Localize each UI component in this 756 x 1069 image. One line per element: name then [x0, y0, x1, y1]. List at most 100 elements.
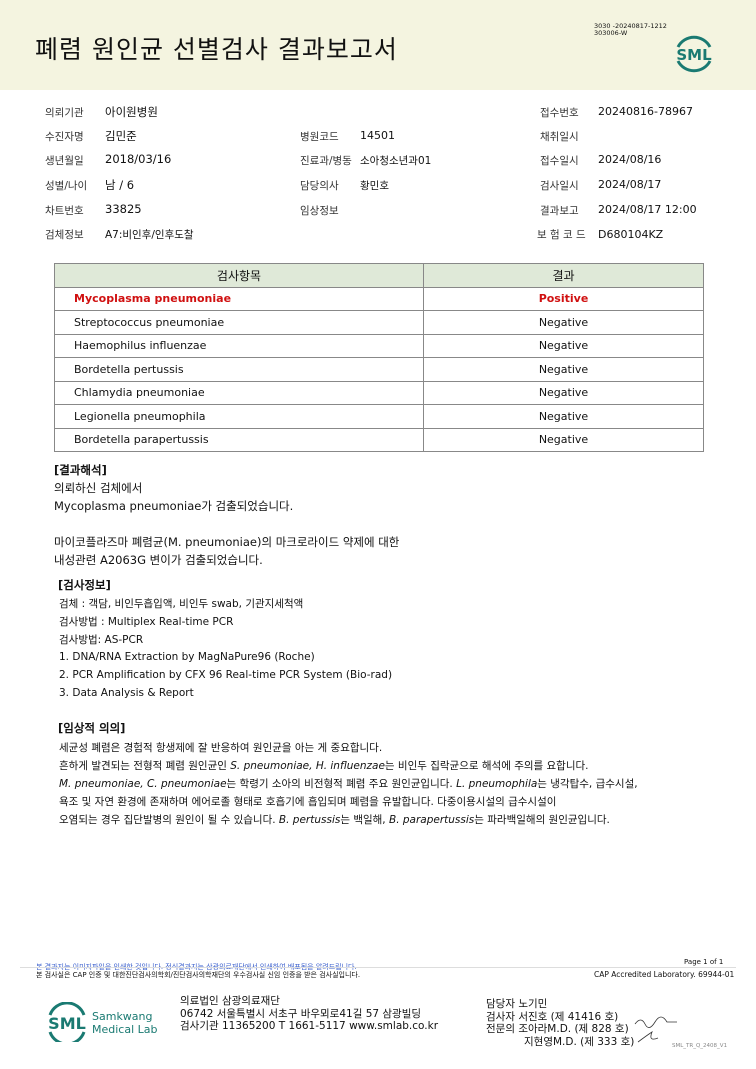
chart-label: 차트번호 [45, 205, 84, 217]
clinical-line: 세균성 폐렴은 경험적 항생제에 잘 반응하여 원인균을 아는 게 중요합니다. [59, 742, 383, 754]
lab-address: 의료법인 삼광의료재단 06742 서울특별시 서초구 바우뫼로41길 57 삼광… [180, 995, 438, 1033]
interpretation-heading: [결과해석] [54, 463, 107, 477]
report-header: 폐렴 원인균 선별검사 결과보고서 3030 -20240817-1212 303… [0, 0, 756, 90]
sml-logo-icon: SML [48, 1002, 86, 1042]
sml-logo-icon: SML [676, 35, 712, 73]
table-row: Streptococcus pneumoniae Negative [54, 310, 704, 335]
col-result: 결과 [423, 263, 704, 288]
lab-name: Samkwang Medical Lab [92, 1010, 158, 1036]
test-date-value: 2024/08/17 [598, 178, 662, 191]
table-header: 검사항목 결과 [54, 263, 704, 288]
table-row: Bordetella parapertussis Negative [54, 427, 704, 452]
text: 는 냉각탑수, 급수시설, [537, 778, 638, 790]
insurance-label: 보 험 코 드 [537, 229, 586, 241]
name-label: 수진자명 [45, 131, 84, 143]
table-row: Legionella pneumophila Negative [54, 404, 704, 429]
organism-name: S. pneumoniae, H. influenzae [230, 760, 385, 772]
staff-line: 전문의 조아라M.D. (제 828 호) [486, 1023, 629, 1035]
test-result: Negative [423, 357, 704, 382]
test-result: Negative [423, 310, 704, 335]
test-item: Mycoplasma pneumoniae [54, 286, 424, 311]
contact: 검사기관 11365200 T 1661-5117 www.smlab.co.k… [180, 1020, 439, 1032]
insurance-value: D680104KZ [598, 228, 664, 241]
signature-icon [634, 1016, 677, 1043]
test-item: Bordetella pertussis [54, 357, 424, 382]
table-row: Mycoplasma pneumoniae Positive [54, 286, 704, 311]
test-item: Legionella pneumophila [54, 404, 424, 429]
dept-value: 소아청소년과01 [360, 155, 432, 167]
table-row: Haemophilus influenzae Negative [54, 333, 704, 358]
test-date-label: 검사일시 [540, 180, 579, 192]
hospital-code-value: 14501 [360, 129, 395, 142]
lab-name-line: Samkwang [92, 1010, 153, 1023]
page-title: 폐렴 원인균 선별검사 결과보고서 [35, 35, 398, 64]
organism-name: B. pertussis [278, 814, 341, 826]
receipt-date-value: 2024/08/16 [598, 153, 662, 166]
receipt-no-value: 20240816-78967 [598, 105, 693, 118]
specimen-label: 검체정보 [45, 229, 84, 241]
clinical-heading: [임상적 의의] [58, 721, 126, 735]
test-info-line: 검사방법: AS-PCR [59, 634, 144, 646]
receipt-date-label: 접수일시 [540, 155, 579, 167]
text: 는 학령기 소아의 비전형적 폐렴 주요 원인균입니다. [226, 778, 457, 790]
test-info-line: 검체 : 객담, 비인두흡입액, 비인두 swab, 기관지세척액 [59, 598, 304, 610]
test-result: Negative [423, 427, 704, 452]
notice-accreditation: 본 검사실은 CAP 인증 및 대한진단검사의학회/진단검사의학재단의 우수검사… [36, 971, 361, 979]
doctor-label: 담당의사 [300, 180, 339, 192]
collect-label: 채취일시 [540, 131, 579, 143]
organism-name: M. pneumoniae, C. pneumoniae [59, 778, 227, 790]
report-label: 결과보고 [540, 205, 579, 217]
results-table: 검사항목 결과 Mycoplasma pneumoniae Positive Stre… [54, 263, 704, 452]
test-info-heading: [검사정보] [58, 578, 111, 592]
form-code: SML_TR_Q_2408_V1 [672, 1043, 728, 1049]
sex-age-value: 남 / 6 [105, 178, 135, 192]
sex-age-label: 성별/나이 [45, 180, 88, 192]
hospital-code-label: 병원코드 [300, 131, 339, 143]
staff-line: 검사자 서진호 (제 41416 호) [486, 1010, 619, 1023]
name-value: 김민준 [105, 129, 137, 143]
staff-line: 담당자 노기민 [486, 998, 548, 1010]
cap-number: CAP Accredited Laboratory. 69944-01 [594, 970, 735, 979]
institution-value: 아이원병원 [105, 105, 158, 119]
page-number: Page 1 of 1 [684, 958, 724, 966]
dob-value: 2018/03/16 [105, 152, 172, 166]
staff-line: 지현영M.D. (제 333 호) [524, 1035, 635, 1048]
report-value: 2024/08/17 12:00 [598, 203, 697, 216]
text: 흔하게 발견되는 전형적 폐렴 원인균인 [59, 760, 231, 772]
footer-divider [20, 967, 736, 968]
clinical-info-label: 임상정보 [300, 205, 339, 217]
dob-label: 생년월일 [45, 155, 84, 167]
report-code: 3030 -20240817-1212 303006-W [594, 23, 667, 37]
test-item: Bordetella parapertussis [54, 427, 424, 452]
code-line: 303006-W [594, 29, 628, 37]
lab-name-line: Medical Lab [92, 1023, 158, 1036]
chart-value: 33825 [105, 202, 142, 216]
clinical-line: 오염되는 경우 집단발병의 원인이 될 수 있습니다. B. pertussis… [59, 812, 610, 827]
test-info-line: 검사방법 : Multiplex Real-time PCR [59, 616, 234, 628]
address: 06742 서울특별시 서초구 바우뫼로41길 57 삼광빌딩 [180, 1007, 422, 1020]
organism-name: L. pneumophila [456, 778, 538, 790]
doctor-value: 황민호 [360, 180, 389, 192]
text: 는 비인두 집락균으로 해석에 주의를 요합니다. [384, 760, 589, 772]
table-row: Bordetella pertussis Negative [54, 357, 704, 382]
test-item: Chlamydia pneumoniae [54, 380, 424, 405]
test-info-line: 3. Data Analysis & Report [59, 687, 194, 699]
receipt-no-label: 접수번호 [540, 107, 579, 119]
staff-list: 담당자 노기민 검사자 서진호 (제 41416 호) 전문의 조아라M.D. (제… [486, 998, 634, 1048]
interpretation-text: 마이코플라즈마 폐렴균(M. pneumoniae)의 마크로라이드 약제에 대… [54, 535, 400, 549]
code-line: 3030 -20240817-1212 [594, 22, 667, 30]
col-item: 검사항목 [54, 263, 424, 288]
test-result: Negative [423, 404, 704, 429]
specimen-value: A7:비인후/인후도찰 [105, 229, 194, 241]
svg-text:SML: SML [676, 46, 712, 64]
clinical-line: 흔하게 발견되는 전형적 폐렴 원인균인 S. pneumoniae, H. i… [59, 758, 589, 773]
test-result: Positive [423, 286, 704, 311]
test-item: Haemophilus influenzae [54, 333, 424, 358]
interpretation-text: Mycoplasma pneumoniae가 검출되었습니다. [54, 499, 294, 513]
interpretation-text: 의뢰하신 검체에서 [54, 481, 143, 495]
table-row: Chlamydia pneumoniae Negative [54, 380, 704, 405]
text: 오염되는 경우 집단발병의 원인이 될 수 있습니다. [59, 814, 279, 826]
text: 는 파라백일해의 원인균입니다. [474, 814, 610, 826]
clinical-line: M. pneumoniae, C. pneumoniae는 학령기 소아의 비전… [59, 776, 638, 791]
